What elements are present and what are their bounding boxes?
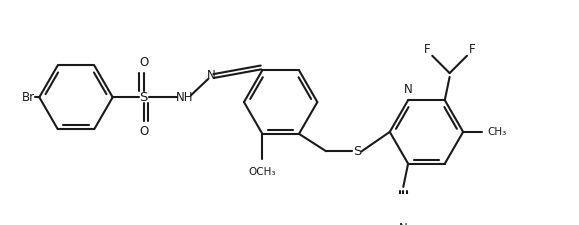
Text: N: N: [399, 222, 408, 225]
Text: O: O: [139, 126, 148, 139]
Text: CH₃: CH₃: [488, 127, 507, 137]
Text: OCH₃: OCH₃: [248, 167, 276, 177]
Text: N: N: [404, 83, 412, 96]
Text: Br: Br: [23, 91, 35, 104]
Text: S: S: [140, 91, 148, 104]
Text: F: F: [468, 43, 475, 56]
Text: S: S: [353, 145, 361, 158]
Text: NH: NH: [175, 91, 193, 104]
Text: O: O: [139, 56, 148, 69]
Text: F: F: [424, 43, 431, 56]
Text: N: N: [207, 70, 215, 83]
